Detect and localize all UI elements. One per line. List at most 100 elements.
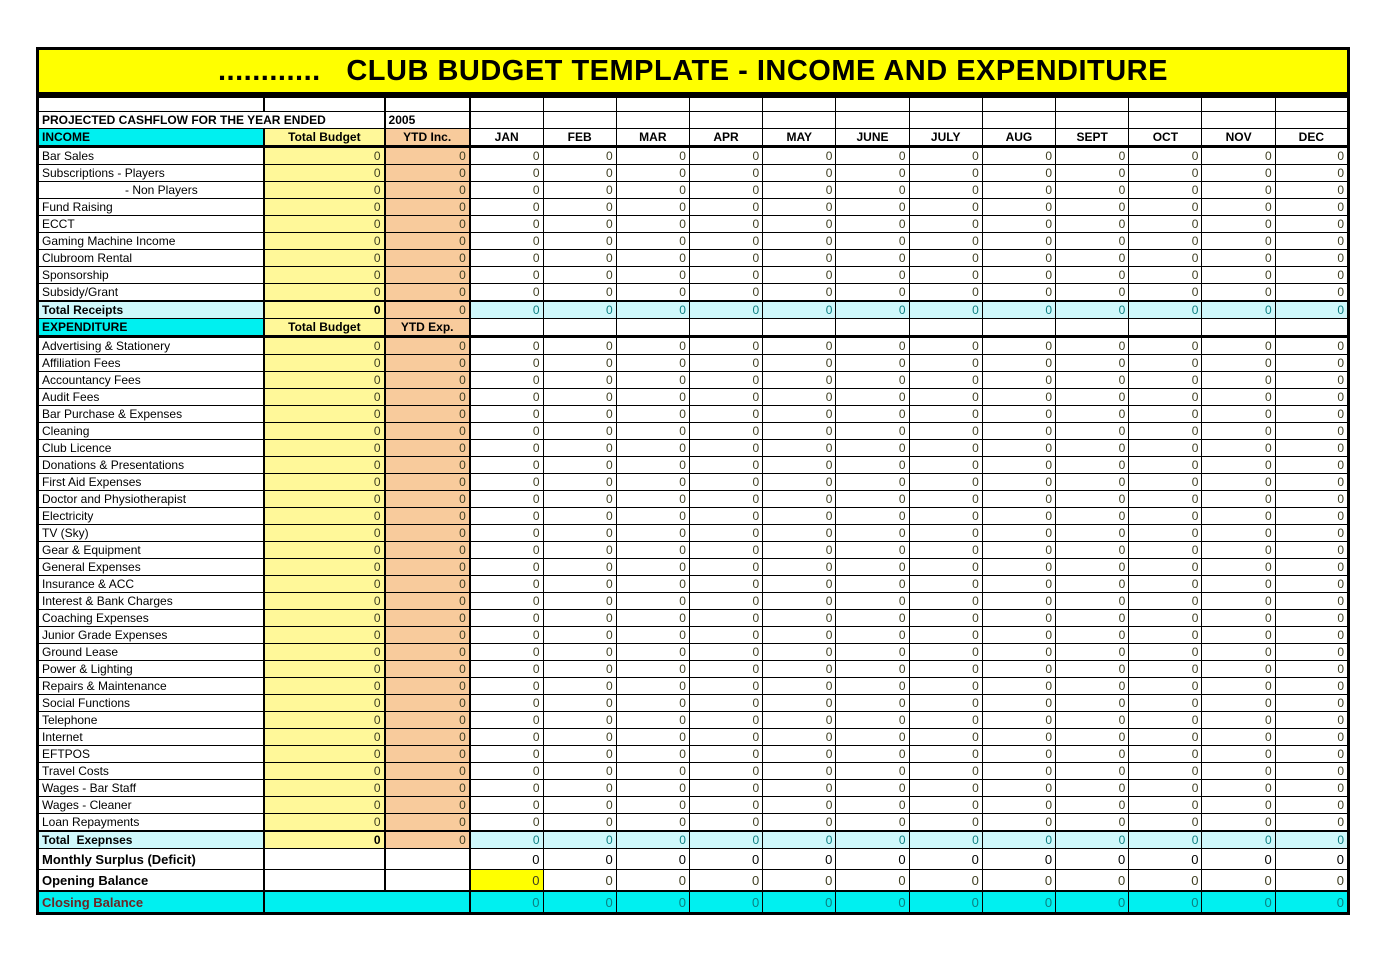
grid-cell[interactable]: 0 xyxy=(1274,507,1350,525)
grid-cell[interactable]: 0 xyxy=(1128,728,1203,746)
grid-cell[interactable]: 0 xyxy=(542,830,617,849)
grid-cell[interactable]: 0 xyxy=(615,198,690,216)
grid-cell[interactable]: 0 xyxy=(762,388,837,406)
row-label-cell[interactable]: Total Receipts xyxy=(37,300,266,319)
grid-cell[interactable]: 0 xyxy=(981,266,1057,284)
grid-cell[interactable]: 0 xyxy=(615,694,690,712)
grid-cell[interactable]: 0 xyxy=(835,677,910,695)
grid-cell[interactable]: 0 xyxy=(1128,592,1203,610)
grid-cell[interactable]: 0 xyxy=(542,813,617,832)
grid-cell[interactable]: 0 xyxy=(1201,354,1276,372)
grid-cell[interactable]: 0 xyxy=(1055,507,1130,525)
grid-cell[interactable]: 0 xyxy=(762,266,837,284)
grid-cell[interactable]: 0 xyxy=(469,643,544,661)
grid-cell[interactable]: 0 xyxy=(1201,198,1276,216)
grid-cell[interactable]: 0 xyxy=(835,524,910,542)
row-label-cell[interactable]: Sponsorship xyxy=(37,266,266,284)
grid-cell[interactable]: 0 xyxy=(688,728,764,746)
grid-cell[interactable]: 0 xyxy=(762,490,837,508)
grid-cell[interactable]: 0 xyxy=(762,198,837,216)
grid-cell[interactable] xyxy=(384,848,471,870)
grid-cell[interactable]: 0 xyxy=(542,249,617,267)
grid-cell[interactable]: 0 xyxy=(981,439,1057,457)
grid-cell[interactable]: 0 xyxy=(384,388,471,406)
grid-cell[interactable]: 0 xyxy=(688,660,764,678)
grid-cell[interactable]: 0 xyxy=(688,711,764,729)
grid-cell[interactable]: 0 xyxy=(263,198,386,216)
grid-cell[interactable]: 0 xyxy=(1055,643,1130,661)
grid-cell[interactable]: 0 xyxy=(263,575,386,593)
grid-cell[interactable]: 0 xyxy=(1274,643,1350,661)
grid-cell[interactable]: 0 xyxy=(762,745,837,763)
grid-cell[interactable] xyxy=(263,869,386,892)
grid-cell[interactable]: 0 xyxy=(835,711,910,729)
grid-cell[interactable]: 0 xyxy=(762,677,837,695)
grid-cell[interactable]: 0 xyxy=(981,422,1057,440)
month-header-cell[interactable]: SEPT xyxy=(1055,128,1130,148)
grid-cell[interactable]: 0 xyxy=(469,336,544,355)
grid-cell[interactable]: 0 xyxy=(981,490,1057,508)
grid-cell[interactable]: 0 xyxy=(542,643,617,661)
grid-cell[interactable]: 0 xyxy=(1055,677,1130,695)
grid-cell[interactable]: 0 xyxy=(908,762,983,780)
grid-cell[interactable]: 0 xyxy=(263,524,386,542)
grid-cell[interactable]: 0 xyxy=(384,405,471,423)
grid-cell[interactable]: 0 xyxy=(1201,405,1276,423)
grid-cell[interactable]: 0 xyxy=(908,371,983,389)
grid-cell[interactable]: 0 xyxy=(469,609,544,627)
grid-cell[interactable]: 0 xyxy=(1128,507,1203,525)
grid-cell[interactable]: 0 xyxy=(1055,711,1130,729)
grid-cell[interactable]: 0 xyxy=(542,575,617,593)
blank-cell[interactable] xyxy=(542,111,617,129)
grid-cell[interactable]: 0 xyxy=(384,198,471,216)
grid-cell[interactable]: 0 xyxy=(981,626,1057,644)
grid-cell[interactable]: 0 xyxy=(908,728,983,746)
grid-cell[interactable]: 0 xyxy=(1128,848,1203,870)
grid-cell[interactable]: 0 xyxy=(688,266,764,284)
grid-cell[interactable]: 0 xyxy=(615,354,690,372)
grid-cell[interactable]: 0 xyxy=(542,711,617,729)
grid-cell[interactable]: 0 xyxy=(688,848,764,870)
grid-cell[interactable]: 0 xyxy=(908,164,983,182)
grid-cell[interactable]: 0 xyxy=(615,575,690,593)
blank-cell[interactable] xyxy=(981,96,1057,112)
grid-cell[interactable]: 0 xyxy=(1201,796,1276,814)
grid-cell[interactable]: 0 xyxy=(835,779,910,797)
grid-cell[interactable]: 0 xyxy=(1055,405,1130,423)
grid-cell[interactable]: 0 xyxy=(1201,890,1276,914)
grid-cell[interactable]: 0 xyxy=(263,507,386,525)
row-label-cell[interactable]: Insurance & ACC xyxy=(37,575,266,593)
grid-cell[interactable]: 0 xyxy=(981,456,1057,474)
blank-cell[interactable] xyxy=(384,96,471,112)
grid-cell[interactable]: 0 xyxy=(762,164,837,182)
row-label-cell[interactable]: Wages - Bar Staff xyxy=(37,779,266,797)
grid-cell[interactable]: 0 xyxy=(1128,371,1203,389)
grid-cell[interactable]: 0 xyxy=(1274,405,1350,423)
row-label-cell[interactable]: - Non Players xyxy=(37,181,266,199)
grid-cell[interactable]: 0 xyxy=(835,643,910,661)
grid-cell[interactable]: 0 xyxy=(384,371,471,389)
grid-cell[interactable]: 0 xyxy=(542,779,617,797)
grid-cell[interactable]: 0 xyxy=(1274,677,1350,695)
grid-cell[interactable]: 0 xyxy=(835,575,910,593)
grid-cell[interactable]: 0 xyxy=(688,405,764,423)
grid-cell[interactable]: 0 xyxy=(615,300,690,319)
grid-cell[interactable]: 0 xyxy=(762,181,837,199)
grid-cell[interactable]: 0 xyxy=(469,848,544,870)
grid-cell[interactable]: 0 xyxy=(835,507,910,525)
row-label-cell[interactable]: Gaming Machine Income xyxy=(37,232,266,250)
grid-cell[interactable]: 0 xyxy=(762,336,837,355)
grid-cell[interactable]: 0 xyxy=(263,388,386,406)
grid-cell[interactable]: 0 xyxy=(384,745,471,763)
month-header-cell[interactable]: FEB xyxy=(542,128,617,148)
grid-cell[interactable]: 0 xyxy=(835,830,910,849)
grid-cell[interactable]: 0 xyxy=(615,405,690,423)
grid-cell[interactable]: 0 xyxy=(1274,541,1350,559)
grid-cell[interactable]: 0 xyxy=(835,198,910,216)
grid-cell[interactable]: 0 xyxy=(762,473,837,491)
blank-cell[interactable] xyxy=(1128,111,1203,129)
grid-cell[interactable]: 0 xyxy=(542,439,617,457)
grid-cell[interactable]: 0 xyxy=(835,890,910,914)
grid-cell[interactable]: 0 xyxy=(263,181,386,199)
grid-cell[interactable]: 0 xyxy=(1055,215,1130,233)
